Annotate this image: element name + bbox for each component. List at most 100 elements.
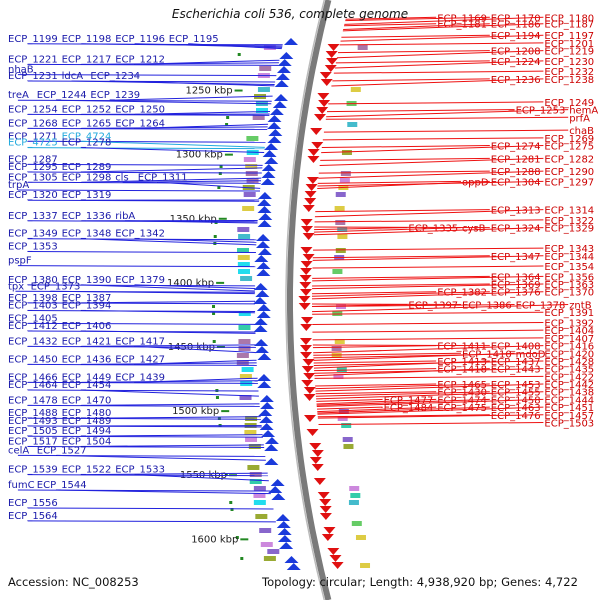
right-gene-label[interactable]: ECP_1420 [544,349,594,360]
right-gene-label[interactable]: ECP_1397 [408,301,458,312]
right-gene-label[interactable]: ECP_1428 [544,357,594,368]
left-gene-label[interactable]: ECP_1348 [62,229,112,240]
left-gene-label[interactable]: ECP_1336 [62,211,112,222]
right-gene-label[interactable]: ECP_1453 [491,380,541,391]
right-gene-label[interactable]: ECP_1408 [491,342,541,353]
left-gene-label[interactable]: ECP_4724 [62,131,112,142]
left-gene-label[interactable]: ECP_1405 [8,313,58,324]
right-gene-label[interactable]: ECP_1274 [491,142,541,153]
left-gene-label[interactable]: ECP_1427 [115,354,165,365]
right-gene-label[interactable]: ECP_1194 [491,31,541,42]
right-gene-label[interactable]: zntB [569,301,592,312]
left-gene-label[interactable]: ECP_1394 [62,301,112,312]
right-gene-label[interactable]: ECP_1304 [491,177,541,188]
right-gene-label[interactable]: ECP_1187 [544,20,594,31]
right-gene-label[interactable]: ECP_1437 [491,357,541,368]
left-gene-label[interactable]: ECP_1287 [8,154,58,165]
left-gene-label[interactable]: ECP_1387 [62,293,112,304]
left-gene-label[interactable]: ECP_1527 [37,445,87,456]
left-gene-label[interactable]: ECP_1353 [8,242,58,253]
right-gene-label[interactable]: ECP_1404 [544,326,594,337]
left-gene-label[interactable]: ECP_1417 [115,336,165,347]
right-gene-label[interactable]: ECP_1455 [491,388,541,399]
right-gene-label[interactable]: mdoD [516,349,546,360]
left-gene-label[interactable]: ECP_1436 [62,354,112,365]
right-gene-label[interactable]: ECP_1314 [544,206,594,217]
left-gene-label[interactable]: ECP_1198 [62,34,112,45]
left-gene-label[interactable]: ECP_1298 [62,172,112,183]
right-gene-label[interactable]: ECP_1208 [491,47,541,58]
right-gene-label[interactable]: ECP_1475 [437,403,487,414]
left-gene-label[interactable]: ribA [115,211,135,222]
right-gene-label[interactable]: ECP_1458 [491,395,541,406]
left-gene-label[interactable]: ECP_1564 [8,511,58,522]
right-gene-label[interactable]: ECP_1430 [437,388,487,399]
left-gene-label[interactable]: ECP_1289 [62,162,112,173]
right-gene-label[interactable]: ECP_1451 [544,403,594,414]
left-gene-label[interactable]: ECP_1412 [8,321,58,332]
left-gene-label[interactable]: celA [8,445,29,456]
left-gene-label[interactable]: ECP_1517 [8,436,58,447]
right-gene-label[interactable]: ECP_1386 [462,301,512,312]
left-gene-label[interactable]: ECP_1478 [8,395,58,406]
left-gene-label[interactable]: ECP_1305 [8,172,58,183]
right-gene-label[interactable]: ECP_1422 [544,372,594,383]
left-gene-label[interactable]: ECP_1337 [8,211,58,222]
right-gene-label[interactable]: ECP_1329 [544,224,594,235]
right-gene-label[interactable]: ECP_1335 [408,224,458,235]
left-gene-label[interactable]: ECP_1265 [62,118,112,129]
left-gene-label[interactable]: ECP_1373 [31,281,81,292]
right-gene-label[interactable]: ECP_1382 [437,288,487,299]
left-gene-label[interactable]: ECP_1295 [8,162,58,173]
left-gene-label[interactable]: ECP_1470 [62,395,112,406]
right-gene-label[interactable]: ECP_1253 [516,106,566,117]
right-gene-label[interactable]: ECP_1288 [491,167,541,178]
right-gene-label[interactable]: ECP_1269 [544,134,594,145]
left-gene-label[interactable]: ldcA [62,71,84,82]
left-gene-label[interactable]: ECP_1380 [8,275,58,286]
left-gene-label[interactable]: ECP_1221 [8,54,58,65]
right-gene-label[interactable]: ECP_1363 [544,280,594,291]
left-gene-label[interactable]: ECP_1449 [62,372,112,383]
left-gene-label[interactable]: ECP_1432 [8,336,58,347]
right-gene-label[interactable]: ECP_1503 [544,419,594,430]
right-gene-label[interactable]: ECP_1438 [544,388,594,399]
right-gene-label[interactable]: prfA [569,113,590,124]
right-gene-label[interactable]: ECP_1180 [544,13,594,24]
right-gene-label[interactable]: ECP_1442 [544,380,594,391]
right-gene-label[interactable]: ECP_1416 [544,342,594,353]
right-gene-label[interactable]: ECP_1376 [491,288,541,299]
right-gene-label[interactable]: ECP_1474 [437,395,487,406]
left-gene-label[interactable]: ECP_1522 [62,465,112,476]
left-gene-label[interactable]: ECP_1254 [8,104,58,115]
left-gene-label[interactable]: ECP_1250 [115,104,165,115]
left-gene-label[interactable]: ECP_1196 [115,34,165,45]
right-gene-label[interactable]: ECP_1354 [544,262,594,273]
right-gene-label[interactable]: ECP_1197 [544,31,594,42]
right-gene-label[interactable]: ECP_1391 [544,308,594,319]
left-gene-label[interactable]: ECP_1533 [115,465,165,476]
right-gene-label[interactable]: ECP_1443 [491,365,541,376]
left-gene-label[interactable]: ECP_1199 [8,34,58,45]
right-gene-label[interactable]: ECP_1370 [544,288,594,299]
right-gene-label[interactable]: ECP_1435 [544,365,594,376]
right-gene-label[interactable]: ECP_1249 [544,98,594,109]
right-gene-label[interactable]: ECP_1356 [544,272,594,283]
left-gene-label[interactable]: ECP_1466 [8,372,58,383]
right-gene-label[interactable]: cysB [462,224,486,235]
right-gene-label[interactable]: ECP_1297 [544,177,594,188]
left-gene-label[interactable]: ECP_1311 [138,172,188,183]
right-gene-label[interactable]: ECP_1230 [544,57,594,68]
left-gene-label[interactable]: pspF [8,256,32,267]
right-gene-label[interactable]: ECP_1364 [491,272,541,283]
right-gene-label[interactable]: ECP_1282 [544,154,594,165]
right-gene-label[interactable]: ECP_1347 [491,252,541,263]
left-gene-label[interactable]: ECP_1494 [62,426,112,437]
right-gene-label[interactable]: ECP_1281 [491,154,541,165]
left-gene-label[interactable]: ECP_1464 [8,380,58,391]
left-gene-label[interactable]: ECP_1406 [62,321,112,332]
left-gene-label[interactable]: ECP_1421 [62,336,112,347]
right-gene-label[interactable]: ECP_1463 [491,403,541,414]
left-gene-label[interactable]: ECP_1504 [62,436,112,447]
left-gene-label[interactable]: ECP_4725 [8,138,58,149]
